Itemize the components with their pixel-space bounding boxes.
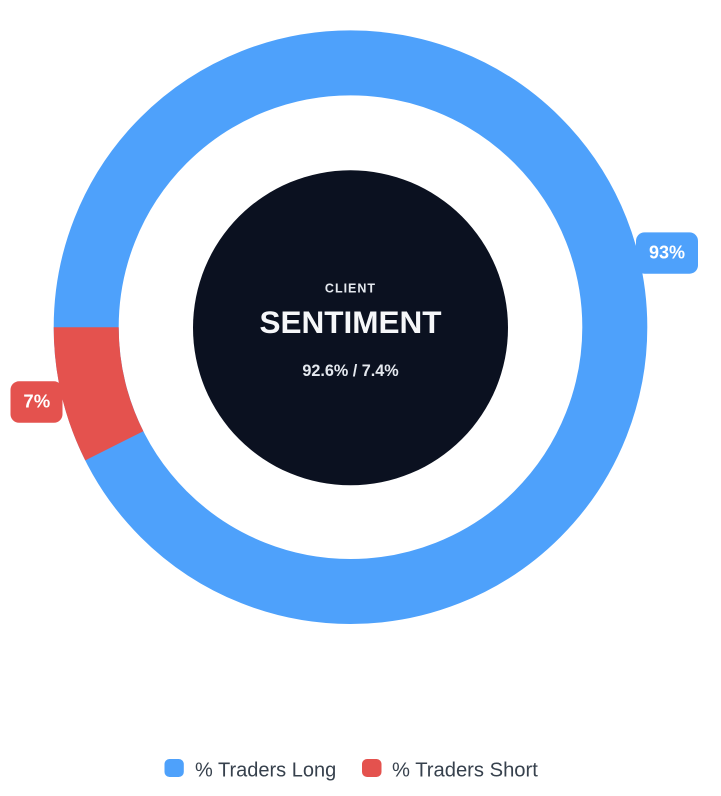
svg-text:92.6% / 7.4%: 92.6% / 7.4%	[302, 362, 398, 380]
svg-text:CLIENT: CLIENT	[325, 281, 376, 295]
svg-text:% Traders Long: % Traders Long	[195, 760, 336, 782]
svg-text:SENTIMENT: SENTIMENT	[259, 304, 441, 340]
svg-text:7%: 7%	[23, 391, 50, 412]
svg-text:93%: 93%	[649, 242, 685, 262]
svg-text:% Traders Short: % Traders Short	[392, 760, 538, 782]
